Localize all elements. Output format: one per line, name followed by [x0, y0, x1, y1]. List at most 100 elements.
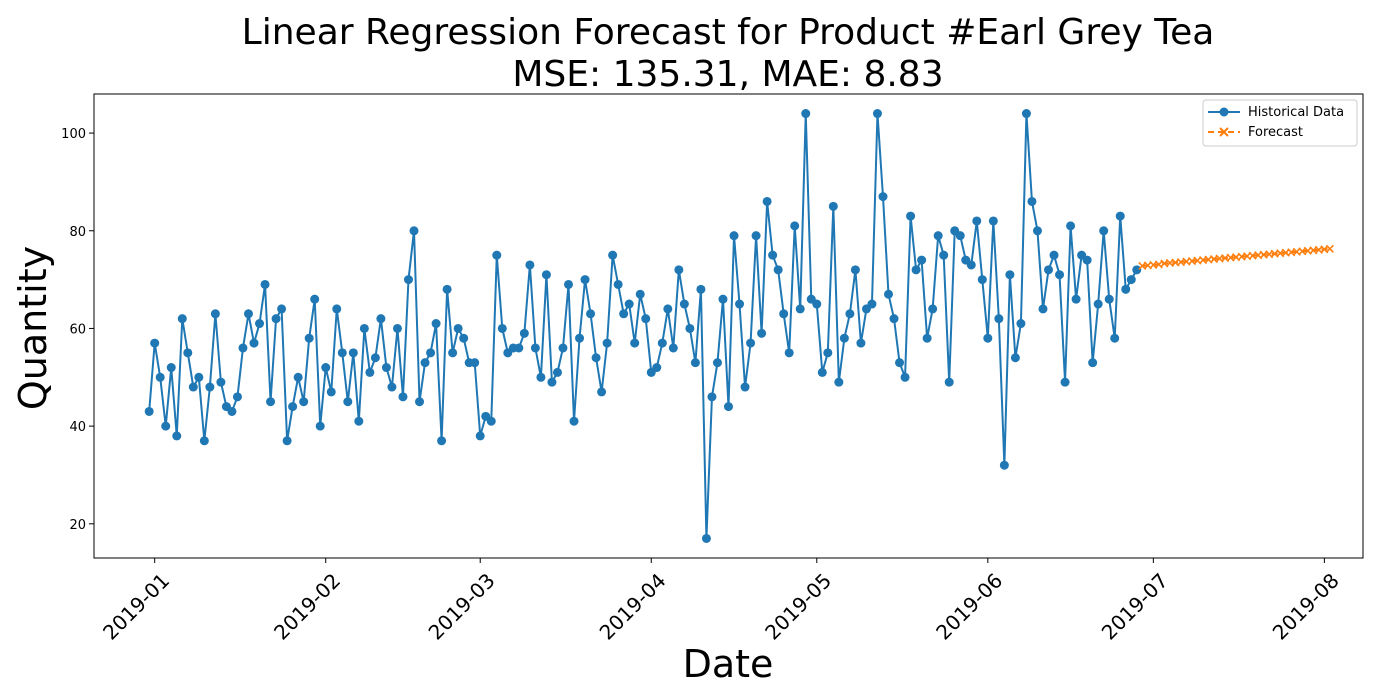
- data-point-historical: [933, 231, 943, 241]
- y-tick-label: 60: [69, 322, 86, 337]
- x-axis: 2019-01 2019-02 2019-03 2019-04 2019-05 2019-…: [98, 558, 1344, 645]
- data-point-historical: [497, 323, 507, 333]
- data-point-historical: [917, 255, 927, 265]
- data-point-historical: [663, 304, 673, 314]
- data-point-historical: [762, 196, 772, 206]
- data-point-historical: [895, 358, 905, 368]
- data-point-historical: [299, 397, 309, 407]
- data-point-historical: [690, 358, 700, 368]
- data-point-historical: [900, 372, 910, 382]
- data-point-historical: [475, 431, 485, 441]
- data-point-historical: [718, 294, 728, 304]
- data-point-historical: [144, 406, 154, 416]
- data-point-historical: [944, 377, 954, 387]
- data-point-historical: [580, 275, 590, 285]
- data-point-historical: [442, 284, 452, 294]
- data-point-historical: [1032, 226, 1042, 236]
- x-tick-label: 2019-01: [98, 568, 174, 644]
- data-point-historical: [431, 319, 441, 329]
- data-point-historical: [768, 250, 778, 260]
- data-point-historical: [850, 265, 860, 275]
- data-point-historical: [668, 343, 678, 353]
- data-point-historical: [983, 333, 993, 343]
- data-point-historical: [453, 323, 463, 333]
- data-point-historical: [365, 367, 375, 377]
- data-point-historical: [757, 328, 767, 338]
- data-point-historical: [558, 343, 568, 353]
- data-point-historical: [746, 338, 756, 348]
- data-point-historical: [613, 279, 623, 289]
- data-point-historical: [922, 333, 932, 343]
- data-point-historical: [608, 250, 618, 260]
- data-point-historical: [685, 323, 695, 333]
- data-point-historical: [1010, 353, 1020, 363]
- y-tick-label: 80: [69, 225, 86, 240]
- y-tick-label: 100: [61, 127, 86, 142]
- data-point-historical: [376, 314, 386, 324]
- data-point-historical: [1121, 284, 1131, 294]
- data-point-historical: [392, 323, 402, 333]
- data-point-historical: [216, 377, 226, 387]
- data-point-historical: [293, 372, 303, 382]
- data-point-historical: [994, 314, 1004, 324]
- data-point-historical: [966, 260, 976, 270]
- data-point-historical: [729, 231, 739, 241]
- data-point-historical: [657, 338, 667, 348]
- data-point-historical: [266, 397, 276, 407]
- data-point-historical: [817, 367, 827, 377]
- data-point-historical: [839, 333, 849, 343]
- x-tick-label: 2019-07: [1097, 568, 1173, 644]
- data-point-historical: [177, 314, 187, 324]
- data-point-historical: [232, 392, 242, 402]
- data-point-historical: [652, 363, 662, 373]
- data-point-historical: [1110, 333, 1120, 343]
- data-point-historical: [707, 392, 717, 402]
- data-point-historical: [403, 275, 413, 285]
- legend-historical-marker: [1219, 107, 1229, 117]
- legend: Historical Data Forecast: [1202, 99, 1358, 147]
- data-point-historical: [889, 314, 899, 324]
- data-point-historical: [227, 406, 237, 416]
- data-point-historical: [1082, 255, 1092, 265]
- data-point-historical: [238, 343, 248, 353]
- x-tick-label: 2019-05: [760, 568, 836, 644]
- chart-subtitle: MSE: 135.31, MAE: 8.83: [512, 54, 943, 95]
- data-point-historical: [1126, 275, 1136, 285]
- data-point-historical: [166, 363, 176, 373]
- data-point-historical: [884, 289, 894, 299]
- data-point-historical: [150, 338, 160, 348]
- data-point-historical: [288, 402, 298, 412]
- data-point-historical: [188, 382, 198, 392]
- y-tick-label: 20: [69, 518, 86, 533]
- data-point-historical: [1088, 358, 1098, 368]
- data-point-historical: [674, 265, 684, 275]
- data-point-historical: [939, 250, 949, 260]
- data-point-historical: [243, 309, 253, 319]
- data-point-historical: [199, 436, 209, 446]
- legend-historical-label: Historical Data: [1248, 105, 1344, 120]
- x-tick-label: 2019-06: [931, 568, 1007, 644]
- data-point-historical: [591, 353, 601, 363]
- data-point-historical: [519, 328, 529, 338]
- data-point-historical: [845, 309, 855, 319]
- data-point-historical: [635, 289, 645, 299]
- data-point-historical: [470, 358, 480, 368]
- data-point-historical: [1044, 265, 1054, 275]
- y-tick-label: 40: [69, 420, 86, 435]
- data-point-historical: [271, 314, 281, 324]
- data-point-historical: [712, 358, 722, 368]
- data-point-historical: [977, 275, 987, 285]
- x-tick-label: 2019-08: [1268, 568, 1344, 644]
- chart-title: Linear Regression Forecast for Product #…: [242, 12, 1215, 53]
- data-point-historical: [795, 304, 805, 314]
- legend-box: [1202, 99, 1358, 147]
- data-point-historical: [812, 299, 822, 309]
- data-point-historical: [602, 338, 612, 348]
- data-point-historical: [1021, 109, 1031, 119]
- data-point-historical: [928, 304, 938, 314]
- data-point-historical: [779, 309, 789, 319]
- data-point-historical: [172, 431, 182, 441]
- data-point-historical: [381, 363, 391, 373]
- data-point-historical: [1005, 270, 1015, 280]
